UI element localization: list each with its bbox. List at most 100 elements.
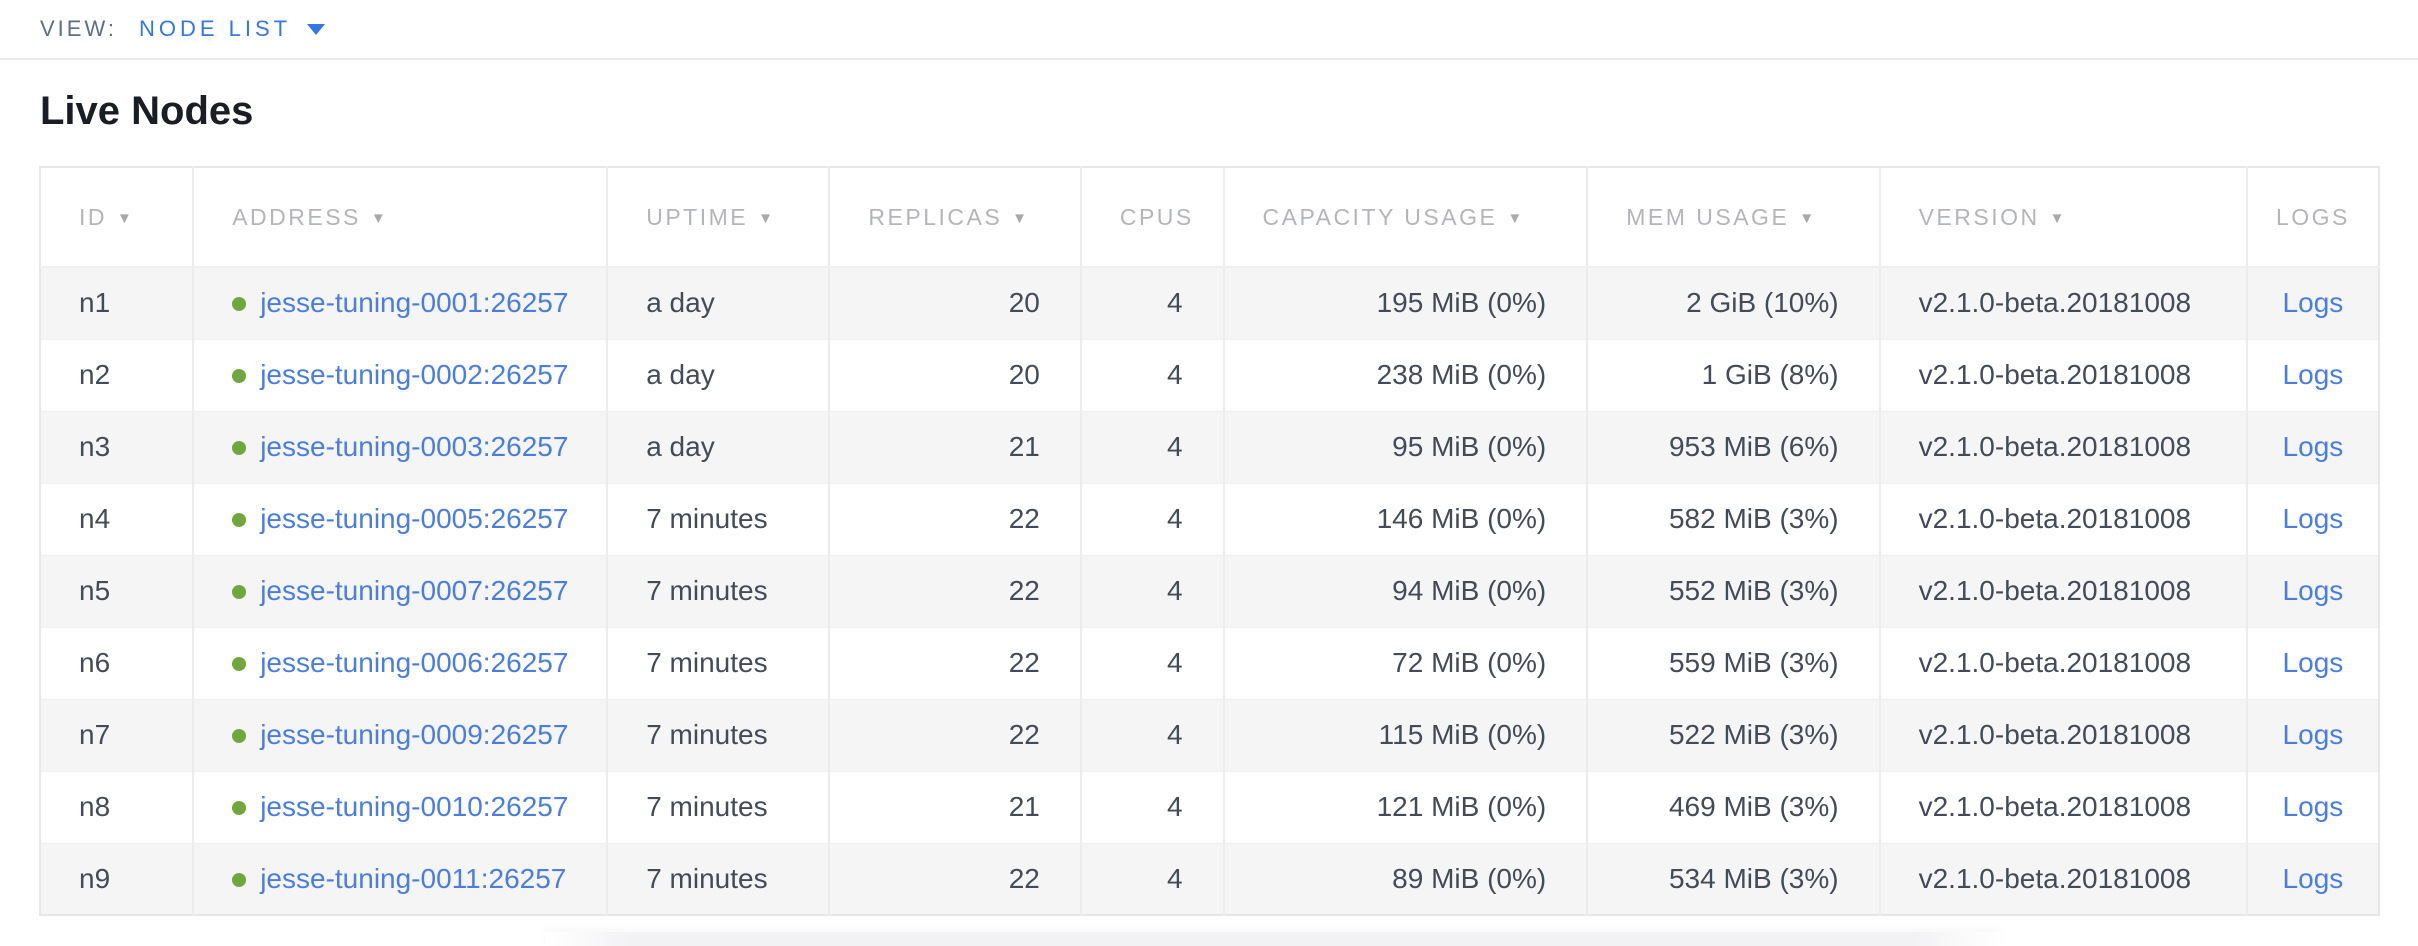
node-address-link[interactable]: jesse-tuning-0011:26257 [260,862,567,894]
cell-value: 95 MiB (0%) [1392,431,1547,462]
table-header: ID ▼ ADDRESS ▼ UPTIME ▼ REPLICAS ▼ CPUS CAPACITY … [40,167,2379,268]
live-status-dot-icon [232,441,247,455]
column-header-id[interactable]: ID ▼ [40,167,194,268]
logs-link[interactable]: Logs [2282,503,2344,534]
column-header-label: MEM USAGE [1626,203,1790,230]
logs-link[interactable]: Logs [2282,575,2344,606]
cell-value: 4 [1166,431,1183,462]
cell-value: v2.1.0-beta.20181008 [1918,791,2192,822]
cell-id: n9 [40,842,194,915]
column-header-cpus: CPUS [1079,167,1224,268]
cell-capacity: 72 MiB (0%) [1222,626,1588,699]
live-status-dot-icon [232,729,247,743]
cell-id: n2 [40,338,194,411]
node-address-link[interactable]: jesse-tuning-0006:26257 [260,647,569,678]
column-header-capacity[interactable]: CAPACITY USAGE ▼ [1222,167,1588,268]
cell-replicas: 21 [828,410,1081,483]
live-status-dot-icon [232,872,247,887]
cell-value: 121 MiB (0%) [1376,791,1547,822]
cell-value: v2.1.0-beta.20181008 [1918,431,2192,462]
view-selector-value: NODE LIST [138,16,292,41]
cell-value: 4 [1166,287,1183,319]
cell-value: 1 GiB (8%) [1701,359,1839,390]
cell-replicas: 22 [828,626,1081,699]
logs-link[interactable]: Logs [2282,287,2344,319]
cell-value: 195 MiB (0%) [1376,287,1547,319]
cell-value: 582 MiB (3%) [1668,503,1839,534]
cell-value: n6 [79,647,111,678]
cell-replicas: 22 [828,482,1081,555]
logs-link[interactable]: Logs [2282,431,2344,462]
cell-value: 20 [1008,287,1040,319]
cell-address: jesse-tuning-0009:26257 [192,698,608,771]
cell-cpus: 4 [1079,770,1224,843]
view-selector-dropdown[interactable]: NODE LIST [138,16,326,42]
cell-value: v2.1.0-beta.20181008 [1918,647,2192,678]
node-address-link[interactable]: jesse-tuning-0002:26257 [260,359,569,390]
cell-id: n5 [40,554,194,627]
cell-value: v2.1.0-beta.20181008 [1918,287,2192,319]
node-address-link[interactable]: jesse-tuning-0007:26257 [260,575,569,606]
logs-link[interactable]: Logs [2282,791,2344,822]
live-status-dot-icon [232,369,247,383]
cell-value: 22 [1008,647,1040,678]
column-header-replicas[interactable]: REPLICAS ▼ [828,167,1081,268]
cell-mem: 953 MiB (6%) [1586,410,1880,483]
cell-logs: Logs [2245,338,2379,411]
node-address-link[interactable]: jesse-tuning-0010:26257 [260,791,569,822]
cell-value: 522 MiB (3%) [1668,719,1839,750]
cell-id: n6 [40,626,194,699]
column-header-address[interactable]: ADDRESS ▼ [192,167,608,268]
cell-value: 21 [1008,791,1040,822]
cell-value: 7 minutes [646,791,768,822]
logs-link[interactable]: Logs [2282,719,2344,750]
column-header-mem[interactable]: MEM USAGE ▼ [1586,167,1880,268]
column-header-label: ADDRESS [232,203,361,230]
cell-cpus: 4 [1079,554,1224,627]
cell-value: n7 [79,719,111,750]
node-address-link[interactable]: jesse-tuning-0009:26257 [260,719,569,750]
cell-value: a day [646,287,715,319]
cell-version: v2.1.0-beta.20181008 [1878,410,2247,483]
cell-id: n4 [40,482,194,555]
cell-capacity: 94 MiB (0%) [1222,554,1588,627]
column-header-uptime[interactable]: UPTIME ▼ [606,167,830,268]
logs-link[interactable]: Logs [2282,862,2344,894]
table-row: n2 jesse-tuning-0002:26257 a day 20 4 238 MiB… [40,338,2379,411]
cell-value: 7 minutes [646,503,768,534]
cell-value: v2.1.0-beta.20181008 [1918,575,2192,606]
logs-link[interactable]: Logs [2282,359,2344,390]
node-address-link[interactable]: jesse-tuning-0001:26257 [260,287,569,319]
cell-value: v2.1.0-beta.20181008 [1918,719,2192,750]
logs-link[interactable]: Logs [2282,647,2344,678]
page-title: Live Nodes [40,89,254,133]
cell-value: 4 [1166,575,1183,606]
cell-capacity: 95 MiB (0%) [1222,410,1588,483]
node-address-link[interactable]: jesse-tuning-0003:26257 [260,431,569,462]
cell-value: 22 [1008,575,1040,606]
cell-address: jesse-tuning-0002:26257 [192,338,608,411]
cell-mem: 1 GiB (8%) [1586,338,1880,411]
cell-value: v2.1.0-beta.20181008 [1918,503,2192,534]
table-row: n7 jesse-tuning-0009:26257 7 minutes 22 4 115… [40,698,2379,771]
cell-uptime: a day [606,410,830,483]
table-row: n1 jesse-tuning-0001:26257 a day 20 4 195 MiB… [40,267,2379,339]
cell-value: 22 [1008,719,1040,750]
cell-replicas: 20 [828,267,1081,339]
cell-logs: Logs [2245,267,2379,339]
node-address-link[interactable]: jesse-tuning-0005:26257 [260,503,569,534]
table-row: n4 jesse-tuning-0005:26257 7 minutes 22 4 146… [40,482,2379,555]
cell-address: jesse-tuning-0001:26257 [192,267,608,339]
cell-value: n3 [79,431,111,462]
cell-value: a day [646,359,715,390]
cell-replicas: 22 [828,842,1081,915]
table-row: n6 jesse-tuning-0006:26257 7 minutes 22 4 72 … [40,626,2379,699]
column-header-version[interactable]: VERSION ▼ [1878,167,2247,268]
cell-value: 94 MiB (0%) [1392,575,1547,606]
cell-value: 4 [1166,791,1183,822]
view-label: VIEW: [40,16,117,41]
cell-address: jesse-tuning-0006:26257 [192,626,608,699]
cell-logs: Logs [2245,554,2379,627]
cell-value: n8 [79,791,111,822]
cell-value: 7 minutes [646,647,768,678]
